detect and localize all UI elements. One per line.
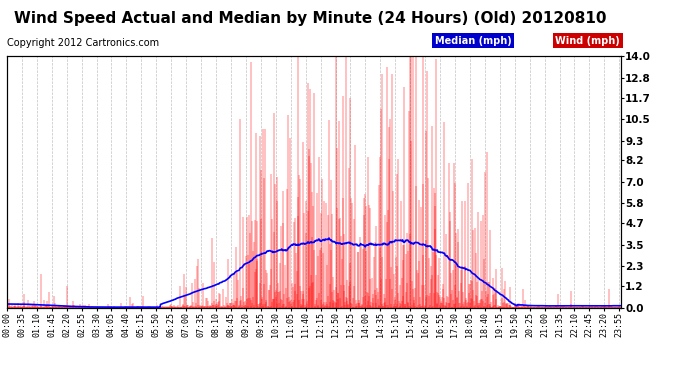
Text: Copyright 2012 Cartronics.com: Copyright 2012 Cartronics.com [7,38,159,48]
Text: Wind (mph): Wind (mph) [555,36,620,46]
Text: Median (mph): Median (mph) [435,36,511,46]
Text: Wind Speed Actual and Median by Minute (24 Hours) (Old) 20120810: Wind Speed Actual and Median by Minute (… [14,11,607,26]
